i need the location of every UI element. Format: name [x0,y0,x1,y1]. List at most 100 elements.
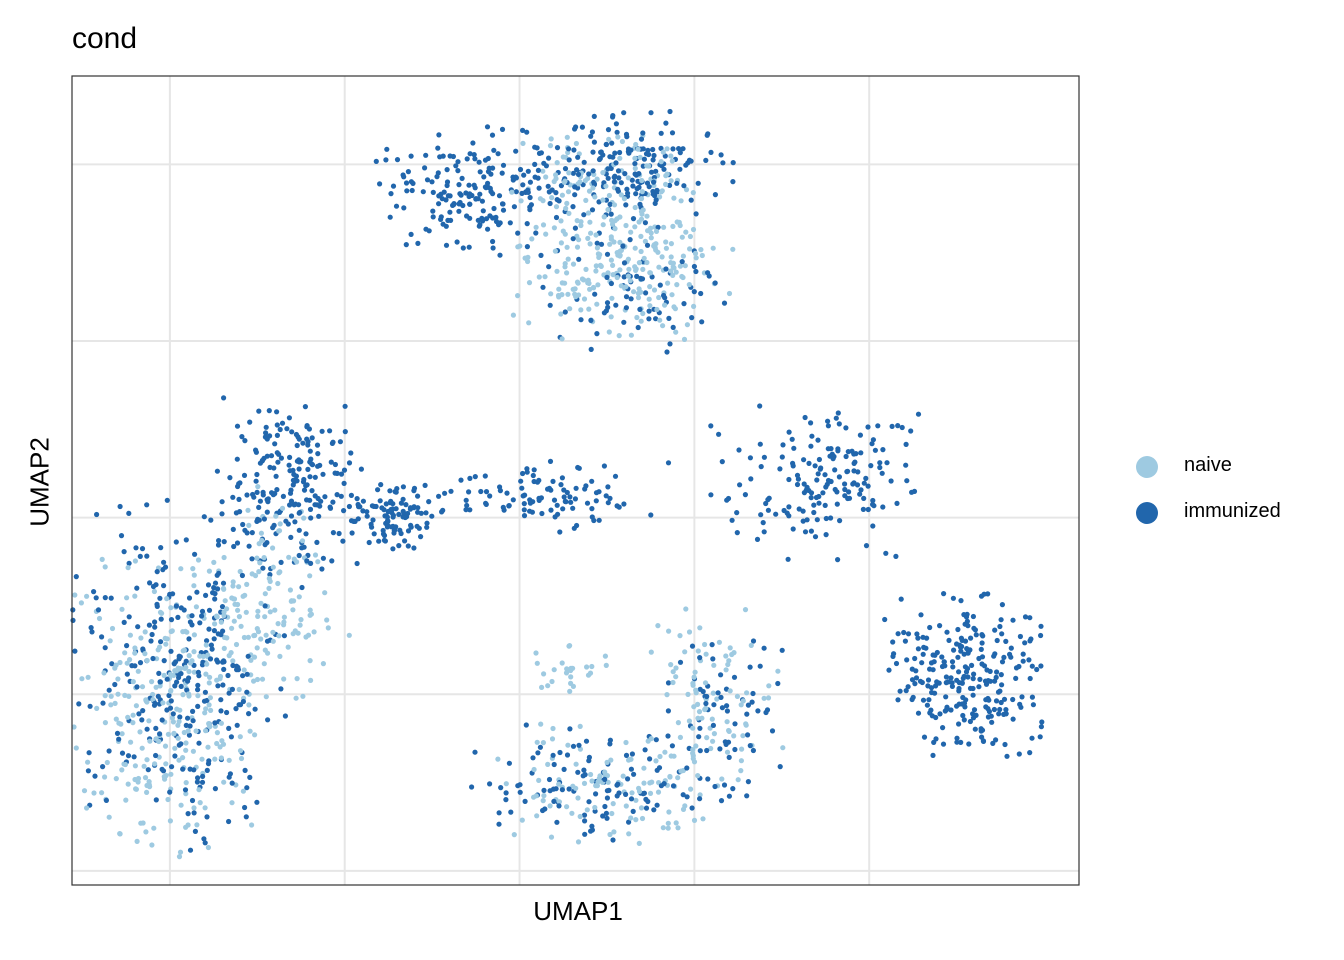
point-naive [595,282,601,288]
point-immunized [965,674,971,680]
point-immunized [591,517,597,524]
point-immunized [157,595,163,601]
point-naive [673,820,679,826]
point-immunized [630,216,637,222]
point-naive [212,756,218,762]
point-immunized [897,688,903,694]
point-naive [648,230,654,236]
point-immunized [598,241,605,247]
point-immunized [566,786,572,792]
point-immunized [400,496,406,502]
point-immunized [1020,658,1026,664]
point-naive [72,592,78,598]
point-immunized [196,740,202,746]
point-immunized [252,706,258,712]
point-naive [690,680,696,687]
point-naive [556,286,562,292]
point-immunized [745,702,752,708]
point-naive [669,292,675,298]
point-immunized [167,789,173,795]
point-immunized [189,797,196,804]
point-immunized [984,667,990,673]
point-immunized [607,741,613,747]
point-naive [180,755,186,761]
point-immunized [500,162,507,168]
point-naive [534,739,540,745]
point-naive [541,671,547,677]
point-naive [191,572,197,578]
point-naive [565,742,571,748]
point-naive [695,701,701,708]
point-immunized [969,662,975,669]
point-immunized [132,663,138,669]
point-naive [254,555,260,561]
point-immunized [858,487,864,493]
point-immunized [332,470,338,476]
point-immunized [234,456,240,462]
point-immunized [709,642,715,648]
point-naive [196,787,202,793]
point-immunized [360,508,366,514]
point-immunized [401,205,407,211]
point-immunized [246,711,252,717]
point-naive [205,652,211,658]
point-naive [674,219,680,225]
point-immunized [380,527,386,534]
point-immunized [356,504,362,510]
point-naive [155,647,161,653]
point-immunized [230,494,236,500]
point-immunized [703,157,709,163]
point-immunized [937,711,943,717]
point-naive [134,838,140,845]
point-immunized [941,591,947,597]
point-immunized [698,290,704,297]
point-immunized [191,810,197,816]
point-immunized [566,157,572,163]
point-naive [275,580,281,587]
point-immunized [242,804,248,811]
point-naive [518,198,524,204]
point-naive [142,775,149,781]
point-immunized [637,201,643,207]
point-naive [556,781,562,787]
point-immunized [627,237,633,243]
point-immunized [329,558,335,564]
point-immunized [100,764,106,770]
point-naive [245,507,251,513]
point-immunized [521,513,528,519]
point-immunized [915,646,922,652]
point-immunized [649,274,655,280]
point-immunized [100,700,106,706]
point-naive [151,825,157,831]
point-immunized [126,560,132,566]
point-naive [199,756,205,762]
point-immunized [710,722,717,729]
point-naive [567,688,573,695]
point-naive [194,822,200,828]
point-immunized [602,803,608,810]
point-immunized [366,539,372,546]
point-immunized [144,726,150,732]
point-immunized [730,179,736,185]
point-immunized [644,242,651,248]
point-naive [593,263,599,269]
point-immunized [480,218,486,224]
point-naive [144,757,150,763]
point-immunized [513,174,519,180]
point-naive [277,653,283,660]
point-immunized [992,627,998,633]
point-naive [657,753,663,760]
point-naive [281,614,287,620]
point-immunized [296,510,302,516]
point-immunized [346,460,353,466]
point-naive [647,303,653,309]
point-immunized [521,507,527,513]
point-immunized [152,619,158,625]
point-naive [748,642,754,649]
point-immunized [604,815,610,821]
point-naive [191,632,197,638]
point-immunized [288,487,294,493]
point-immunized [965,650,971,656]
point-immunized [943,680,949,686]
point-naive [106,814,112,820]
